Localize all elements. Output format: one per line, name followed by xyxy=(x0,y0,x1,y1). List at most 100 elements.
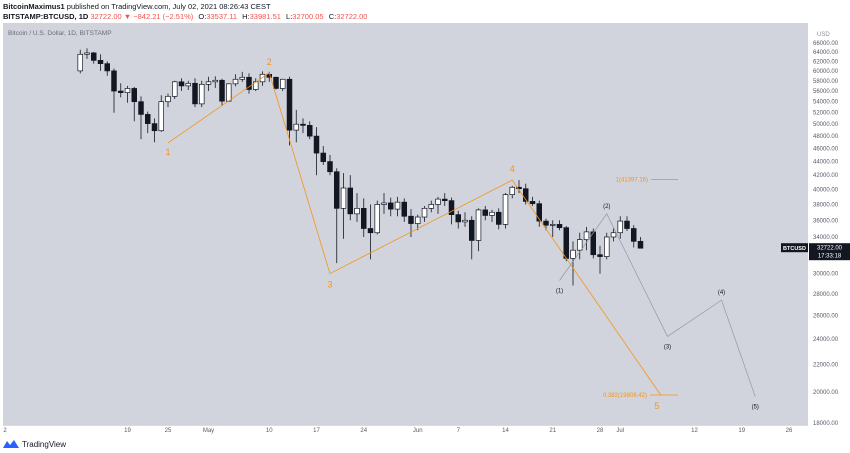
x-tick-label: 25 xyxy=(165,428,172,434)
y-axis-unit: USD xyxy=(817,32,830,38)
open-value: 33537.11 xyxy=(206,12,238,21)
x-tick-label: 17 xyxy=(313,428,320,434)
candle xyxy=(313,135,320,154)
wave-label: 5 xyxy=(654,401,659,411)
candle xyxy=(361,207,367,229)
y-tick-label: 38000.00 xyxy=(813,202,839,208)
candle xyxy=(536,203,542,222)
chart-watermark: Bitcoin / U.S. Dollar, 1D, BITSTAMP xyxy=(8,30,112,37)
candle xyxy=(637,240,644,249)
candle xyxy=(590,231,596,256)
candle xyxy=(199,83,205,105)
price-chart[interactable]: Bitcoin / U.S. Dollar, 1D, BITSTAMP USD 18… xyxy=(0,23,850,435)
candle xyxy=(205,81,212,85)
candle xyxy=(475,209,482,241)
symbol-info: BITSTAMP:BTCUSD, 1D 32722.00 ▼ −842.21 (… xyxy=(3,11,367,22)
candle xyxy=(266,73,273,78)
candle xyxy=(185,82,192,87)
wave-label: 1 xyxy=(165,147,170,157)
last-price-label: 32722.00 xyxy=(817,246,843,252)
candle xyxy=(455,214,462,223)
close-value: 32722.00 xyxy=(336,12,368,21)
price-axis xyxy=(808,23,850,425)
candle xyxy=(408,215,414,224)
wave-label: 4 xyxy=(510,164,515,174)
candle xyxy=(334,171,340,209)
x-tick-label: 24 xyxy=(360,428,367,434)
open-label: O: xyxy=(198,12,207,21)
last-price-tag xyxy=(809,243,850,261)
candle xyxy=(610,232,617,238)
countdown-label: 17:33:18 xyxy=(818,254,842,260)
candle xyxy=(165,95,171,103)
y-tick-label: 46000.00 xyxy=(813,147,839,153)
author-name: BitcoinMaximus1 xyxy=(3,2,65,11)
candle xyxy=(286,78,293,131)
candle xyxy=(509,186,516,195)
publish-date: published on TradingView.com, July 02, 2… xyxy=(66,2,271,11)
y-tick-label: 58000.00 xyxy=(813,79,839,85)
candle xyxy=(563,227,569,259)
candle xyxy=(549,224,556,226)
x-tick-label: 19 xyxy=(738,428,745,434)
candle xyxy=(502,194,509,225)
y-tick-label: 18000.00 xyxy=(813,421,839,427)
y-tick-label: 60000.00 xyxy=(813,69,839,75)
wave-label: 2 xyxy=(267,57,272,67)
candle xyxy=(448,200,455,215)
x-tick-label: 2 xyxy=(3,428,7,434)
y-tick-label: 62000.00 xyxy=(813,59,839,65)
candle xyxy=(293,123,300,131)
candle xyxy=(421,207,428,218)
candle xyxy=(259,73,266,83)
high-value: 33981.51 xyxy=(249,12,281,21)
low-label: L: xyxy=(286,12,293,21)
candle xyxy=(232,78,239,85)
fib-level-label: 0.382(19806.42) xyxy=(603,393,647,399)
candle xyxy=(131,88,138,103)
candle xyxy=(630,228,637,242)
x-tick-label: 7 xyxy=(457,428,461,434)
candle xyxy=(354,207,360,215)
candle xyxy=(381,202,387,205)
candle xyxy=(145,114,151,124)
y-tick-label: 28000.00 xyxy=(813,292,839,298)
candle xyxy=(84,52,90,55)
candle xyxy=(320,152,327,162)
tradingview-logo-icon xyxy=(3,440,19,448)
x-tick-label: 26 xyxy=(786,428,793,434)
candle xyxy=(138,101,144,115)
candle xyxy=(347,187,354,215)
y-tick-label: 36000.00 xyxy=(813,218,839,224)
x-tick-label: 19 xyxy=(124,428,131,434)
candle xyxy=(617,220,623,234)
candle xyxy=(226,83,232,102)
subwave-label: (2) xyxy=(603,204,610,210)
y-tick-label: 48000.00 xyxy=(813,134,839,140)
candle xyxy=(219,79,225,102)
candle xyxy=(394,201,401,210)
candle xyxy=(556,224,563,229)
publish-info: BitcoinMaximus1 published on TradingView… xyxy=(3,1,271,12)
x-tick-label: May xyxy=(203,428,214,434)
candle xyxy=(496,211,502,225)
y-tick-label: 64000.00 xyxy=(813,50,839,56)
candle xyxy=(516,186,522,190)
y-tick-label: 26000.00 xyxy=(813,313,839,319)
candle xyxy=(482,209,489,216)
candle xyxy=(367,228,374,234)
y-tick-label: 50000.00 xyxy=(813,122,839,128)
candle xyxy=(239,76,246,80)
candle xyxy=(307,125,313,137)
candle xyxy=(340,187,347,209)
subwave-projection-line xyxy=(559,213,756,397)
candle xyxy=(462,219,468,223)
candle xyxy=(388,202,394,210)
candle xyxy=(374,204,381,234)
elliott-wave-line xyxy=(167,72,662,396)
candle xyxy=(469,219,475,241)
x-tick-label: 14 xyxy=(502,428,509,434)
y-tick-label: 40000.00 xyxy=(813,187,839,193)
tradingview-footer: TradingView xyxy=(3,437,66,451)
candle xyxy=(246,76,252,90)
